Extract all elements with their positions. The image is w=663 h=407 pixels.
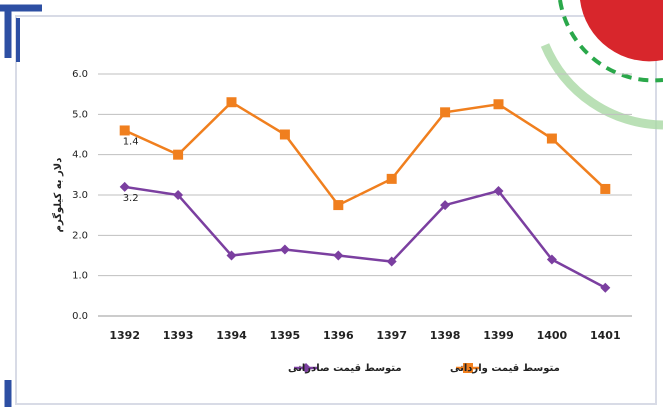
data-point: [173, 190, 184, 200]
x-tick-label: 1398: [430, 329, 461, 342]
corner-decoration: [540, 43, 663, 130]
data-point: [546, 254, 557, 265]
series-line: [124, 100, 607, 207]
corner-decoration: [0, 4, 42, 58]
data-point: [226, 97, 237, 108]
data-point: [119, 125, 130, 136]
data-point: [226, 250, 237, 261]
data-point: [173, 149, 184, 160]
legend-marker: [463, 363, 473, 373]
x-tick-label: 1392: [109, 329, 140, 342]
data-point: [440, 200, 451, 211]
data-point: [600, 183, 611, 194]
data-point: [440, 107, 451, 118]
legend-marker: [301, 363, 311, 373]
data-point: [279, 244, 290, 255]
x-tick-label: 1399: [483, 329, 514, 342]
x-tick-label: 1394: [216, 329, 247, 342]
x-tick-label: 1393: [163, 329, 194, 342]
y-tick-label: 3.0: [72, 190, 88, 201]
annotation: 1.4: [123, 136, 139, 147]
y-tick-label: 2.0: [72, 230, 88, 241]
data-point: [546, 133, 557, 144]
y-tick-label: 6.0: [72, 69, 88, 80]
data-point: [119, 181, 130, 192]
x-tick-label: 1396: [323, 329, 354, 342]
y-tick-label: 0.0: [72, 311, 88, 322]
y-tick-label: 1.0: [72, 271, 88, 282]
data-point: [333, 250, 344, 261]
series-line: [124, 185, 606, 289]
data-point: [279, 129, 290, 140]
y-tick-label: 5.0: [72, 109, 88, 120]
corner-decoration: [580, 0, 663, 62]
x-tick-label: 1397: [376, 329, 407, 342]
data-point: [600, 282, 611, 293]
corner-decoration: [558, 0, 663, 83]
x-tick-label: 1400: [537, 329, 568, 342]
data-point: [386, 256, 397, 267]
data-label: 3.2: [123, 193, 139, 204]
y-tick-label: 4.0: [72, 150, 88, 161]
y-axis-label: دلار به کیلوگرم: [51, 158, 64, 233]
x-tick-label: 1395: [270, 329, 301, 342]
data-point: [386, 173, 397, 184]
data-point: [333, 200, 344, 211]
data-point: [493, 99, 504, 110]
legend-label: متوسط قیمت وارداتی: [450, 363, 560, 374]
data-point: [493, 185, 504, 196]
legend-label: متوسط قیمت صادراتی: [288, 363, 402, 374]
x-tick-label: 1401: [590, 329, 621, 342]
